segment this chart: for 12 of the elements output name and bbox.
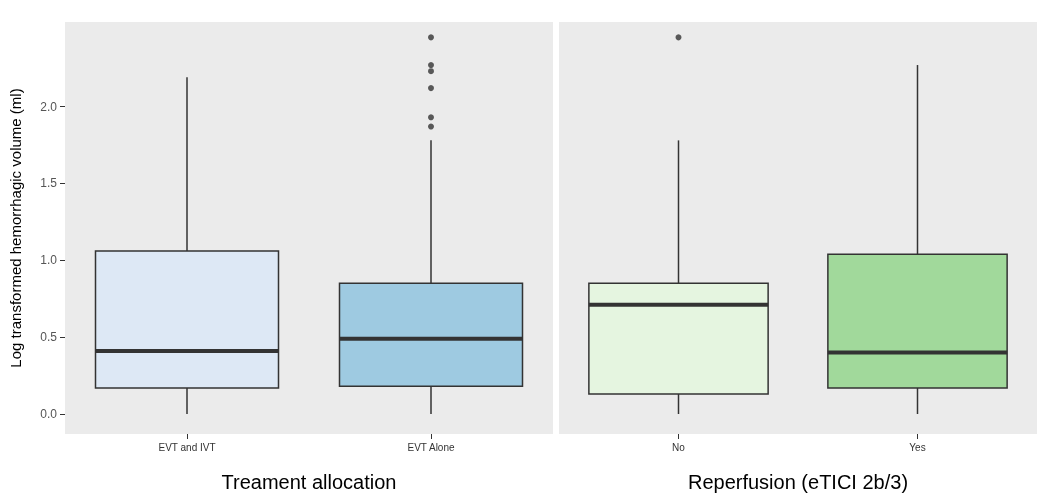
x-tick-label: EVT and IVT bbox=[158, 441, 216, 453]
x-axis-title: Reperfusion (eTICI 2b/3) bbox=[687, 471, 909, 493]
y-axis-title: Log transformed hemorrhagic volume (ml) bbox=[7, 88, 24, 368]
x-tick-label: No bbox=[672, 441, 686, 453]
x-tick-label: EVT Alone bbox=[407, 441, 455, 453]
y-tick-label: 0.0 bbox=[40, 407, 58, 422]
x-axis-title: Treament allocation bbox=[221, 471, 397, 493]
y-tick-label: 1.0 bbox=[40, 253, 58, 268]
y-tick-label: 0.5 bbox=[40, 330, 58, 345]
y-tick-label: 1.5 bbox=[40, 176, 58, 191]
y-tick-label: 2.0 bbox=[40, 99, 58, 114]
x-tick-label: Yes bbox=[909, 441, 926, 453]
